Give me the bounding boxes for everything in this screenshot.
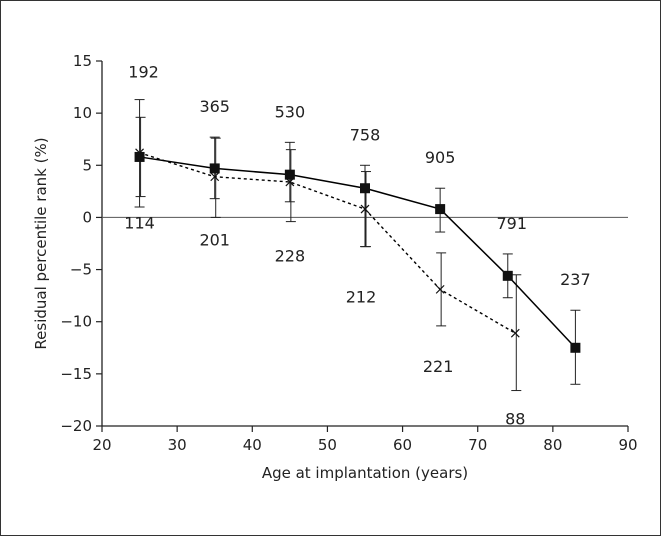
n-label: 114 bbox=[124, 214, 155, 233]
x-tick-label: 30 bbox=[168, 436, 187, 454]
square-marker bbox=[435, 204, 446, 215]
n-label: 192 bbox=[128, 63, 159, 82]
n-label: 201 bbox=[199, 230, 230, 249]
x-tick-label: 70 bbox=[468, 436, 487, 454]
x-tick-label: 20 bbox=[92, 436, 111, 454]
y-tick-label: 0 bbox=[82, 208, 92, 226]
x-marker-stroke bbox=[285, 177, 295, 187]
x-marker-stroke bbox=[435, 284, 445, 294]
x-tick-label: 80 bbox=[543, 436, 562, 454]
x-marker-stroke bbox=[510, 328, 520, 338]
square-marker bbox=[134, 151, 145, 162]
y-tick-label: −5 bbox=[70, 261, 92, 279]
x-marker bbox=[135, 148, 144, 158]
square-marker bbox=[209, 163, 220, 174]
y-tick-label: −15 bbox=[60, 365, 92, 383]
n-label: 221 bbox=[423, 357, 454, 376]
n-label: 212 bbox=[346, 288, 377, 307]
x-marker-stroke bbox=[210, 172, 220, 182]
y-axis-title: Residual percentile rank (%) bbox=[32, 137, 50, 349]
x-marker-stroke bbox=[360, 204, 370, 214]
x-tick-label: 90 bbox=[618, 436, 637, 454]
x-tick-label: 50 bbox=[318, 436, 337, 454]
n-label: 905 bbox=[425, 148, 456, 167]
square-marker bbox=[570, 342, 581, 353]
dotted-series-line bbox=[139, 152, 516, 334]
n-label: 228 bbox=[275, 247, 306, 266]
n-label: 88 bbox=[505, 410, 525, 429]
y-tick-label: −20 bbox=[60, 417, 92, 435]
y-tick-label: 10 bbox=[73, 104, 92, 122]
series-lines bbox=[139, 152, 576, 349]
solid-series-line bbox=[139, 156, 576, 349]
x-marker bbox=[360, 204, 370, 214]
n-label: 237 bbox=[560, 270, 591, 289]
y-tick-label: 5 bbox=[82, 156, 92, 174]
square-marker bbox=[502, 270, 513, 281]
markers bbox=[134, 148, 581, 353]
x-marker bbox=[285, 177, 295, 187]
n-label: 791 bbox=[496, 214, 527, 233]
x-tick-label: 40 bbox=[243, 436, 262, 454]
x-axis-title: Age at implantation (years) bbox=[262, 464, 468, 482]
n-label: 530 bbox=[275, 102, 306, 121]
y-tick-label: −10 bbox=[60, 313, 92, 331]
data-labels: 192 365 530 758 905 791 237 114 201 228 212 221 88 bbox=[124, 63, 590, 429]
square-marker bbox=[360, 183, 370, 194]
square-marker bbox=[284, 169, 295, 180]
x-marker bbox=[510, 328, 520, 338]
n-label: 758 bbox=[350, 125, 381, 144]
x-marker bbox=[435, 284, 445, 294]
y-tick-label: 15 bbox=[73, 52, 92, 70]
x-marker-stroke bbox=[135, 148, 144, 158]
x-marker bbox=[210, 172, 220, 182]
n-label: 365 bbox=[199, 97, 230, 116]
x-tick-label: 60 bbox=[393, 436, 412, 454]
